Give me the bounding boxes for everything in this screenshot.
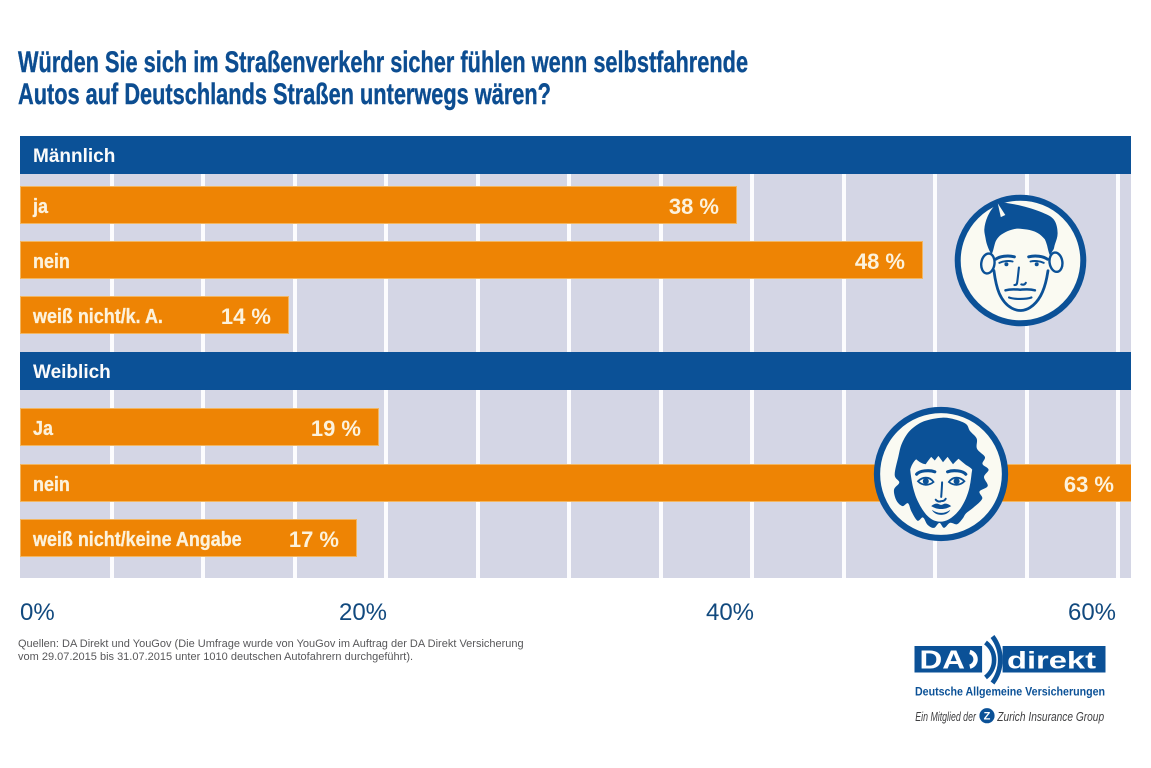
svg-text:DA: DA bbox=[920, 646, 966, 674]
svg-text:Z: Z bbox=[984, 711, 991, 723]
svg-text:Ein Mitglied der: Ein Mitglied der bbox=[915, 710, 976, 724]
svg-text:direkt: direkt bbox=[1007, 647, 1096, 674]
svg-text:Deutsche Allgemeine Versicheru: Deutsche Allgemeine Versicherungen bbox=[915, 686, 1105, 698]
svg-text:Zurich Insurance Group: Zurich Insurance Group bbox=[996, 710, 1104, 724]
